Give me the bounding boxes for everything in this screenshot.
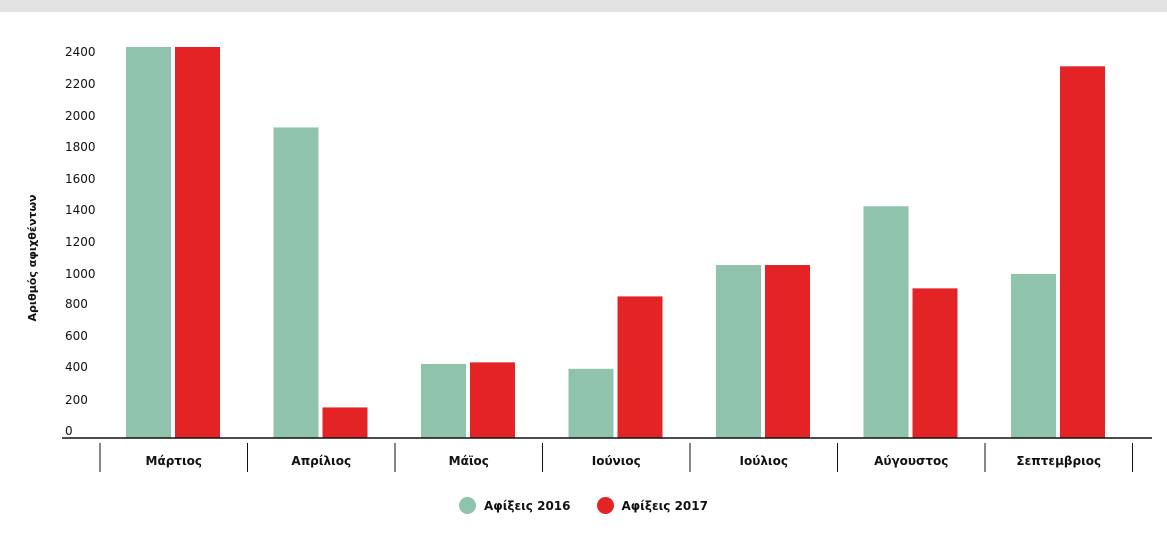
y-tick-label-0: 0 — [65, 424, 73, 438]
category-label-4: Ιούνιος — [592, 454, 641, 468]
bars-group — [126, 47, 1105, 439]
y-tick-label-2400: 2400 — [65, 45, 96, 59]
bar-3-series-2 — [470, 362, 515, 438]
category-label-6: Αύγουστος — [874, 454, 948, 468]
bar-3-series-1 — [421, 363, 466, 438]
bar-5-series-1 — [716, 265, 761, 438]
x-axis — [62, 437, 1152, 472]
bar-4-series-2 — [617, 296, 663, 438]
bar-2-series-2 — [322, 407, 368, 438]
y-tick-label-1600: 1600 — [65, 172, 96, 186]
legend-item-2017: Αφίξεις 2017 — [596, 497, 708, 514]
bar-1-series-1 — [126, 47, 171, 438]
category-label-1: Μάρτιος — [146, 454, 202, 468]
category-label-5: Ιούλιος — [740, 454, 788, 468]
y-tick-label-800: 800 — [65, 297, 88, 311]
y-tick-label-600: 600 — [65, 329, 88, 343]
y-tick-label-1000: 1000 — [65, 267, 96, 281]
category-label-2: Απρίλιος — [291, 454, 351, 468]
y-tick-label-1400: 1400 — [65, 203, 96, 217]
legend-item-2016: Αφίξεις 2016 — [459, 497, 571, 514]
y-axis-label: Αριθμός αφιχθέντων — [26, 194, 39, 321]
bar-7-series-2 — [1060, 66, 1105, 438]
y-tick-label-1800: 1800 — [65, 140, 96, 154]
category-label-7: Σεπτεμβριος — [1016, 454, 1101, 468]
bar-7-series-1 — [1011, 273, 1056, 438]
bar-2-series-1 — [273, 127, 319, 439]
y-tick-label-2000: 2000 — [65, 109, 96, 123]
category-label-3: Μάϊος — [449, 454, 489, 468]
top-strip — [0, 0, 1167, 12]
bar-1-series-2 — [175, 47, 220, 438]
y-tick-label-2200: 2200 — [65, 77, 96, 91]
bar-4-series-1 — [568, 368, 614, 438]
legend-swatch-2016 — [459, 497, 477, 514]
legend-label-2017: Αφίξεις 2017 — [621, 498, 708, 513]
category-labels: Μάρτιος Απρίλιος Μάϊος Ιούνιος Ιούλιος Αύγουσ… — [146, 454, 1102, 468]
legend: Αφίξεις 2016 Αφίξεις 2017 — [0, 497, 1167, 514]
bar-5-series-2 — [765, 265, 810, 438]
y-tick-labels: 0 200 400 600 800 1000 1200 1400 1600 1800 2000 220… — [65, 45, 96, 438]
bar-6-series-1 — [863, 206, 909, 438]
legend-label-2016: Αφίξεις 2016 — [484, 498, 571, 513]
bar-6-series-2 — [912, 288, 958, 438]
y-tick-label-400: 400 — [65, 360, 88, 374]
y-tick-label-1200: 1200 — [65, 235, 96, 249]
legend-swatch-2017 — [596, 497, 614, 514]
y-tick-label-200: 200 — [65, 393, 88, 407]
